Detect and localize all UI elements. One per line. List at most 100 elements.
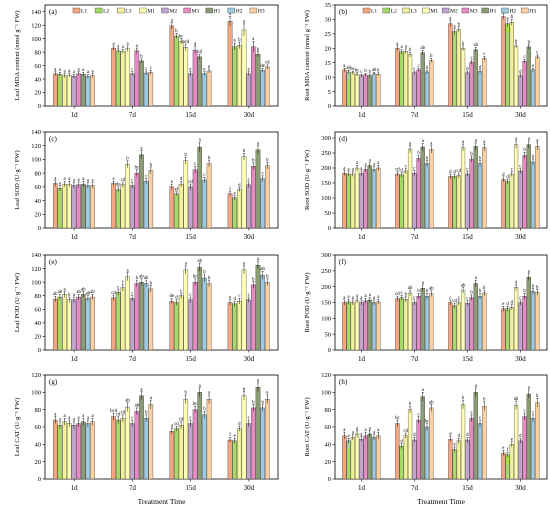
significance-letter: b: [417, 151, 420, 156]
bar-M3-30d: [251, 407, 256, 480]
bar-L2-1d: [57, 74, 63, 107]
significance-letter: c: [470, 411, 472, 416]
significance-letter: a: [536, 139, 539, 144]
y-tick-label: 10: [325, 74, 332, 81]
bar-M2-15d: [465, 439, 470, 480]
significance-letter: c: [248, 178, 250, 183]
significance-letter: a: [243, 20, 246, 25]
y-axis-label: Root MDA content (nmol g⁻¹ FW): [304, 10, 311, 101]
significance-letter: ab: [81, 287, 86, 292]
significance-letter: ab: [461, 283, 466, 288]
significance-letter: ab: [53, 292, 58, 297]
significance-letter: b: [243, 387, 246, 392]
significance-letter: c: [405, 164, 407, 169]
bar-H2-1d: [85, 298, 91, 351]
significance-letter: a: [59, 181, 62, 186]
bar-L3-1d: [62, 421, 67, 480]
bar-H2-7d: [143, 418, 149, 480]
significance-letter: c: [532, 411, 534, 416]
bar-H2-1d: [371, 169, 377, 229]
bar-L2-1d: [57, 296, 63, 351]
bar-H3-7d: [429, 60, 434, 107]
y-tick-label: 30: [325, 17, 332, 24]
bar-L1-30d: [227, 439, 233, 480]
significance-letter: e: [454, 443, 456, 448]
bar-M2-1d: [359, 302, 364, 351]
bar-M1-15d: [183, 399, 189, 480]
y-tick-label: 20: [325, 45, 332, 52]
bar-M2-7d: [129, 73, 135, 107]
bar-H2-30d: [260, 407, 265, 480]
significance-letter: f: [229, 187, 231, 192]
bar-M1-7d: [407, 148, 413, 229]
bar-H1-7d: [420, 146, 425, 229]
significance-letter: f: [229, 433, 231, 438]
y-tick-label: 60: [325, 424, 332, 431]
y-axis-label: Root CAT (U·g⁻¹ FW): [304, 397, 311, 456]
significance-letter: a: [352, 431, 355, 436]
y-tick-label: 60: [35, 306, 42, 313]
y-axis-label: Leaf POD (U·g⁻¹ FW): [14, 273, 21, 332]
panel-label: (f): [339, 258, 347, 266]
x-tick-label: 7d: [411, 355, 419, 363]
significance-letter: a: [483, 140, 486, 145]
x-tick-label: 30d: [515, 484, 526, 492]
bar-H1-30d: [526, 393, 531, 480]
significance-letter: a: [343, 167, 346, 172]
bar-L2-7d: [115, 419, 121, 480]
bar-H1-30d: [255, 149, 261, 229]
bar-M1-1d: [66, 74, 72, 107]
bar-M3-30d: [251, 46, 256, 107]
significance-letter: a: [82, 68, 85, 73]
significance-letter: a: [377, 295, 380, 300]
bar-H3-7d: [429, 149, 434, 229]
significance-letter: c: [519, 164, 521, 169]
bar-H3-1d: [90, 75, 95, 107]
significance-letter: bc: [193, 275, 198, 280]
significance-letter: a: [257, 257, 260, 262]
bar-M2-1d: [71, 425, 77, 480]
significance-letter: a: [528, 137, 531, 142]
significance-letter: e: [532, 64, 534, 69]
bar-H3-1d: [376, 74, 381, 107]
significance-letter: ab: [76, 290, 81, 295]
bar-M2-15d: [188, 299, 193, 351]
legend-swatch-M2: [441, 7, 450, 14]
bar-H1-15d: [473, 392, 478, 480]
bar-M2-7d: [129, 298, 135, 351]
bar-M3-15d: [469, 418, 474, 480]
significance-letter: cd: [457, 169, 462, 174]
significance-letter: b: [462, 42, 465, 47]
plot-frame: [44, 254, 279, 351]
significance-letter: a: [364, 428, 367, 433]
significance-letter: a: [266, 391, 269, 396]
y-tick-label: 80: [35, 49, 42, 56]
bar-L1-7d: [395, 173, 400, 229]
bar-L2-1d: [346, 301, 351, 351]
bar-H2-7d: [424, 163, 430, 229]
significance-letter: b: [523, 289, 526, 294]
y-tick-label: 120: [321, 372, 331, 379]
significance-letter: a: [373, 431, 376, 436]
bar-L2-7d: [115, 292, 121, 351]
x-tick-label: 7d: [129, 111, 137, 119]
bar-M3-7d: [416, 419, 421, 480]
bar-M3-1d: [76, 73, 81, 107]
bar-L3-7d: [120, 418, 126, 480]
bar-L2-15d: [174, 193, 179, 229]
significance-letter: c: [413, 67, 415, 72]
bar-H1-1d: [367, 75, 372, 107]
bar-L1-1d: [52, 298, 58, 351]
x-tick-label: 15d: [462, 355, 473, 363]
bar-H3-7d: [148, 170, 154, 229]
significance-letter: a: [112, 42, 115, 47]
x-tick-label: 30d: [244, 111, 255, 119]
y-tick-label: 0: [38, 347, 41, 354]
significance-letter: cd: [197, 50, 202, 55]
bar-H1-7d: [420, 288, 425, 351]
significance-letter: b: [266, 275, 269, 280]
significance-letter: a: [352, 296, 355, 301]
significance-letter: b: [430, 54, 433, 59]
x-tick-label: 30d: [515, 111, 526, 119]
legend-swatch-H2: [227, 7, 235, 14]
